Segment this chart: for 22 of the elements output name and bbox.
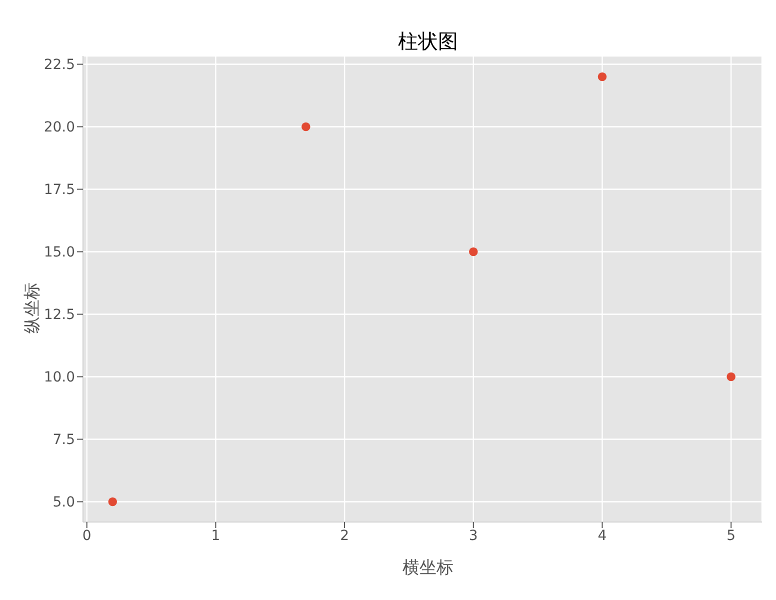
chart-title: 柱状图	[397, 28, 459, 55]
point	[108, 497, 118, 506]
point	[469, 247, 478, 256]
y-tick-label: 15.0	[44, 244, 75, 261]
y-tick-label: 7.5	[52, 432, 75, 448]
y-tick-label: 20.0	[44, 120, 75, 136]
y-tick-label: 12.5	[44, 307, 75, 324]
x-tick-label: 0	[82, 528, 92, 544]
point	[598, 72, 607, 82]
y-axis-title: 纵坐标	[22, 282, 44, 334]
x-tick-label: 2	[340, 528, 350, 544]
y-tick-label: 17.5	[44, 182, 75, 198]
point	[302, 122, 310, 132]
y-tick-label: 22.5	[44, 57, 75, 74]
y-tick-label: 5.0	[52, 494, 75, 511]
point	[726, 372, 736, 382]
y-tick-label: 10.0	[44, 370, 75, 386]
x-tick-label: 4	[598, 528, 607, 544]
x-tick-label: 5	[726, 528, 736, 544]
x-tick-label: 1	[211, 528, 220, 544]
x-axis-title: 横坐标	[402, 557, 454, 579]
x-tick-label: 3	[468, 528, 478, 544]
